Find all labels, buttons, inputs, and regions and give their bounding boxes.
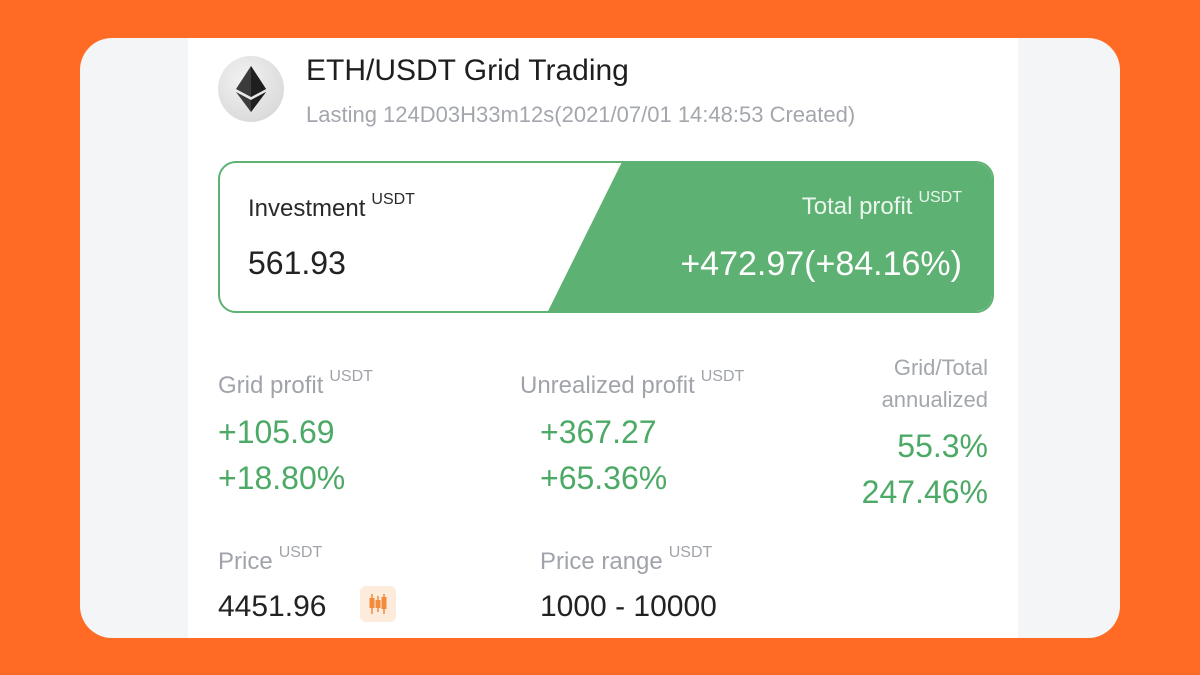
screenshot-frame: ETH/USDT Grid Trading Lasting 124D03H33m… bbox=[80, 38, 1120, 638]
unrealized-profit-label: Unrealized profit USDT bbox=[520, 368, 745, 399]
annualized-label: Grid/Total annualized bbox=[881, 355, 988, 412]
unrealized-profit-value: +367.27 bbox=[540, 414, 657, 450]
grid-trading-panel: ETH/USDT Grid Trading Lasting 124D03H33m… bbox=[188, 38, 1018, 638]
total-annualized-value: 247.46% bbox=[861, 474, 988, 510]
total-profit-highlight bbox=[548, 163, 992, 311]
profit-summary-card: Investment USDT 561.93 Total profit USDT +… bbox=[218, 161, 994, 313]
ethereum-icon bbox=[218, 56, 284, 122]
candlestick-icon[interactable] bbox=[360, 586, 396, 622]
price-value: 4451.96 bbox=[218, 590, 327, 623]
investment-unit: USDT bbox=[371, 191, 415, 208]
grid-profit-value: +105.69 bbox=[218, 414, 335, 450]
grid-annualized-value: 55.3% bbox=[897, 428, 988, 464]
page-title: ETH/USDT Grid Trading bbox=[306, 54, 629, 87]
investment-value: 561.93 bbox=[248, 245, 346, 281]
unrealized-profit-percent: +65.36% bbox=[540, 460, 668, 496]
price-range-value: 1000 - 10000 bbox=[540, 590, 717, 623]
investment-label: Investment USDT bbox=[248, 191, 415, 222]
price-range-label: Price range USDT bbox=[540, 544, 713, 575]
total-profit-value: +472.97(+84.16%) bbox=[680, 245, 962, 283]
duration-text: Lasting 124D03H33m12s(2021/07/01 14:48:5… bbox=[306, 102, 856, 127]
total-profit-label: Total profit USDT bbox=[801, 189, 962, 220]
grid-profit-label: Grid profit USDT bbox=[218, 368, 373, 399]
grid-profit-percent: +18.80% bbox=[218, 460, 346, 496]
price-label: Price USDT bbox=[218, 544, 323, 575]
total-profit-unit: USDT bbox=[918, 189, 962, 206]
